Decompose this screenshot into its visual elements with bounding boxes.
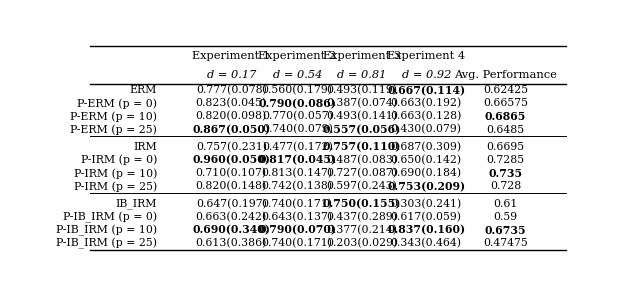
- Text: d = 0.54: d = 0.54: [273, 70, 322, 80]
- Text: 0.777(0.078): 0.777(0.078): [196, 85, 267, 95]
- Text: 0.667(0.114): 0.667(0.114): [387, 85, 465, 96]
- Text: 0.597(0.243): 0.597(0.243): [326, 181, 397, 192]
- Text: 0.387(0.074): 0.387(0.074): [326, 98, 397, 109]
- Text: 0.663(0.128): 0.663(0.128): [390, 111, 462, 122]
- Text: 0.813(0.147): 0.813(0.147): [262, 168, 333, 178]
- Text: d = 0.92: d = 0.92: [401, 70, 451, 80]
- Text: 0.837(0.160): 0.837(0.160): [387, 225, 465, 236]
- Text: 0.62425: 0.62425: [483, 85, 528, 95]
- Text: 0.757(0.110): 0.757(0.110): [323, 142, 401, 153]
- Text: 0.823(0.045): 0.823(0.045): [196, 98, 267, 109]
- Text: P-ERM (p = 25): P-ERM (p = 25): [70, 124, 157, 135]
- Text: Avg. Performance: Avg. Performance: [454, 70, 557, 80]
- Text: 0.757(0.231): 0.757(0.231): [196, 142, 267, 152]
- Text: 0.203(0.029): 0.203(0.029): [326, 238, 397, 248]
- Text: IRM: IRM: [133, 142, 157, 152]
- Text: 0.687(0.309): 0.687(0.309): [390, 142, 462, 152]
- Text: 0.59: 0.59: [493, 212, 518, 222]
- Text: 0.817(0.045): 0.817(0.045): [258, 155, 336, 166]
- Text: 0.650(0.142): 0.650(0.142): [390, 155, 462, 165]
- Text: 0.493(0.141): 0.493(0.141): [326, 111, 397, 122]
- Text: 0.617(0.059): 0.617(0.059): [390, 212, 461, 222]
- Text: 0.663(0.192): 0.663(0.192): [390, 98, 462, 109]
- Text: 0.61: 0.61: [493, 199, 518, 209]
- Text: 0.820(0.098): 0.820(0.098): [196, 111, 267, 122]
- Text: 0.343(0.464): 0.343(0.464): [390, 238, 461, 248]
- Text: 0.477(0.172): 0.477(0.172): [262, 142, 333, 152]
- Text: 0.790(0.086): 0.790(0.086): [259, 98, 336, 109]
- Text: 0.728: 0.728: [490, 181, 521, 191]
- Text: 0.6865: 0.6865: [485, 111, 526, 122]
- Text: Experiment 2: Experiment 2: [258, 51, 336, 61]
- Text: P-IRM (p = 10): P-IRM (p = 10): [74, 168, 157, 179]
- Text: d = 0.17: d = 0.17: [207, 70, 256, 80]
- Text: 0.493(0.119): 0.493(0.119): [326, 85, 397, 95]
- Text: 0.710(0.107): 0.710(0.107): [196, 168, 267, 178]
- Text: 0.7285: 0.7285: [486, 155, 525, 165]
- Text: 0.770(0.057): 0.770(0.057): [262, 111, 333, 122]
- Text: P-IRM (p = 25): P-IRM (p = 25): [74, 181, 157, 192]
- Text: 0.740(0.079): 0.740(0.079): [262, 124, 333, 135]
- Text: 0.437(0.289): 0.437(0.289): [326, 212, 397, 222]
- Text: P-IB_IRM (p = 10): P-IB_IRM (p = 10): [56, 224, 157, 236]
- Text: 0.740(0.171): 0.740(0.171): [262, 199, 333, 209]
- Text: 0.742(0.138): 0.742(0.138): [262, 181, 333, 192]
- Text: 0.820(0.148): 0.820(0.148): [196, 181, 267, 192]
- Text: Experiment 3: Experiment 3: [323, 51, 401, 61]
- Text: 0.557(0.056): 0.557(0.056): [323, 124, 401, 135]
- Text: d = 0.81: d = 0.81: [337, 70, 387, 80]
- Text: 0.6485: 0.6485: [486, 124, 525, 134]
- Text: ERM: ERM: [129, 85, 157, 95]
- Text: 0.47475: 0.47475: [483, 238, 528, 248]
- Text: 0.790(0.070): 0.790(0.070): [259, 225, 336, 236]
- Text: P-IRM (p = 0): P-IRM (p = 0): [81, 155, 157, 166]
- Text: 0.647(0.197): 0.647(0.197): [196, 199, 267, 209]
- Text: IB_IRM: IB_IRM: [115, 198, 157, 209]
- Text: 0.663(0.242): 0.663(0.242): [196, 212, 267, 222]
- Text: 0.735: 0.735: [488, 168, 523, 179]
- Text: 0.750(0.155): 0.750(0.155): [323, 198, 401, 209]
- Text: 0.690(0.184): 0.690(0.184): [390, 168, 462, 178]
- Text: 0.690(0.340): 0.690(0.340): [193, 225, 270, 236]
- Text: P-ERM (p = 0): P-ERM (p = 0): [77, 98, 157, 109]
- Text: 0.487(0.083): 0.487(0.083): [326, 155, 397, 165]
- Text: 0.377(0.214): 0.377(0.214): [326, 225, 397, 235]
- Text: P-ERM (p = 10): P-ERM (p = 10): [70, 111, 157, 122]
- Text: 0.303(0.241): 0.303(0.241): [390, 199, 462, 209]
- Text: Experiment 1: Experiment 1: [192, 51, 270, 61]
- Text: 0.430(0.079): 0.430(0.079): [390, 124, 461, 135]
- Text: 0.753(0.209): 0.753(0.209): [387, 181, 465, 192]
- Text: 0.66575: 0.66575: [483, 98, 528, 108]
- Text: P-IB_IRM (p = 0): P-IB_IRM (p = 0): [63, 211, 157, 223]
- Text: P-IB_IRM (p = 25): P-IB_IRM (p = 25): [56, 238, 157, 249]
- Text: 0.960(0.050): 0.960(0.050): [193, 155, 270, 166]
- Text: 0.6695: 0.6695: [486, 142, 525, 152]
- Text: 0.867(0.050): 0.867(0.050): [192, 124, 270, 135]
- Text: 0.643(0.137): 0.643(0.137): [262, 212, 333, 222]
- Text: 0.740(0.171): 0.740(0.171): [262, 238, 333, 248]
- Text: Experiment 4: Experiment 4: [387, 51, 465, 61]
- Text: 0.6735: 0.6735: [484, 225, 526, 236]
- Text: 0.727(0.087): 0.727(0.087): [326, 168, 397, 178]
- Text: 0.613(0.386): 0.613(0.386): [196, 238, 267, 248]
- Text: 0.560(0.179): 0.560(0.179): [262, 85, 333, 95]
